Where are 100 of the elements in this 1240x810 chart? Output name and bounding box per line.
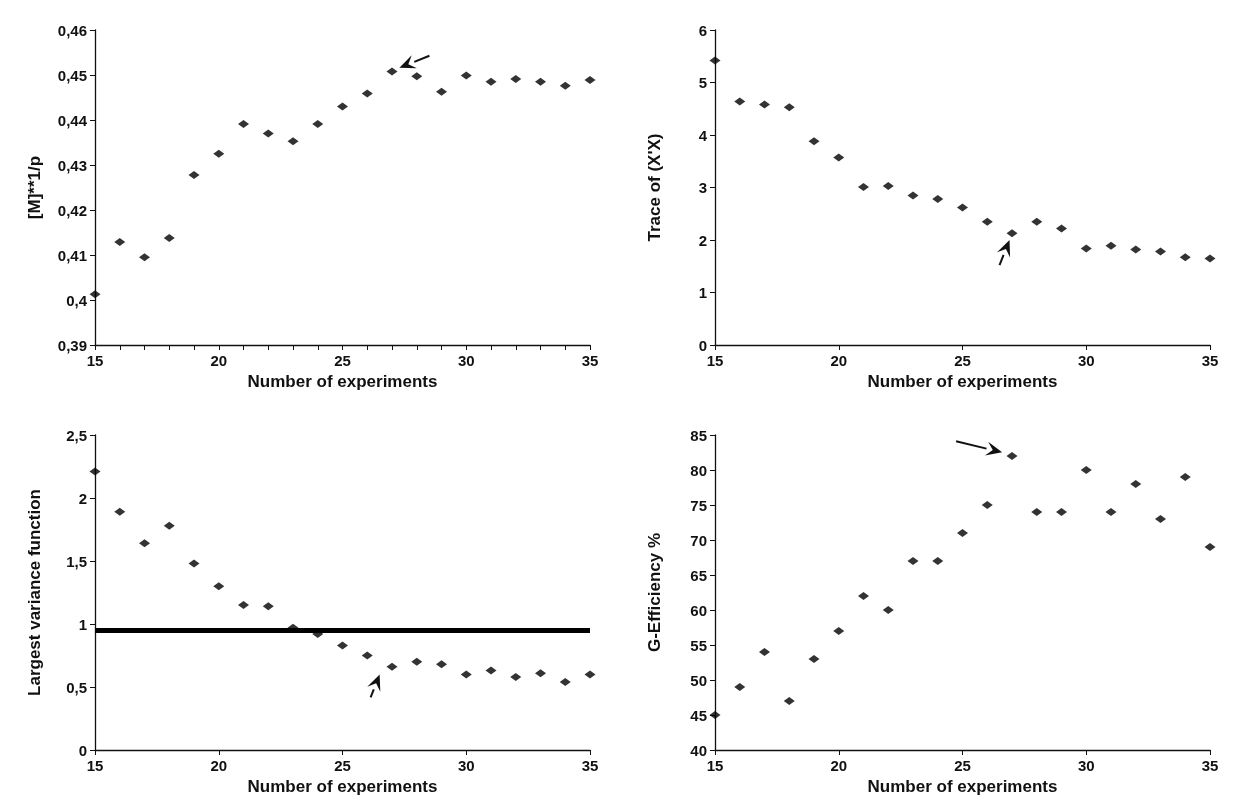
- point: [1155, 515, 1166, 523]
- y-tick-label: 1,5: [66, 552, 87, 570]
- point: [163, 233, 175, 242]
- y-tick-label: 2: [698, 231, 707, 249]
- point: [337, 641, 348, 650]
- point: [1204, 254, 1216, 263]
- y-tick-label: 0: [698, 336, 707, 354]
- y-tick-label: 2,5: [66, 426, 87, 444]
- point: [957, 203, 968, 212]
- point: [312, 120, 324, 129]
- y-tick-label: 5: [698, 74, 707, 91]
- point: [213, 149, 225, 158]
- point: [411, 657, 423, 666]
- point: [361, 651, 373, 660]
- point: [89, 290, 101, 299]
- y-axis-title: G-Efficiency %: [645, 532, 664, 653]
- x-tick-label: 15: [86, 352, 104, 369]
- y-tick-label: 0,43: [57, 156, 87, 174]
- point: [361, 89, 373, 98]
- point: [386, 67, 398, 76]
- y-tick-label: 85: [690, 426, 707, 444]
- point: [238, 120, 249, 129]
- x-tick-label: 20: [830, 757, 848, 774]
- x-tick-label: 20: [830, 352, 848, 369]
- x-tick-label: 30: [1077, 757, 1095, 774]
- x-tick-label: 25: [954, 757, 971, 774]
- y-tick-label: 75: [690, 496, 707, 514]
- point: [535, 669, 546, 678]
- y-tick-label: 80: [690, 461, 707, 479]
- x-tick-label: 25: [334, 757, 351, 774]
- y-axis-title: Trace of (X'X): [645, 133, 664, 242]
- point: [436, 87, 447, 96]
- x-tick-label: 15: [706, 757, 724, 774]
- point: [139, 253, 150, 262]
- point: [114, 237, 126, 246]
- point: [783, 103, 795, 112]
- x-tick-label: 15: [706, 352, 724, 369]
- point: [510, 75, 522, 84]
- point: [337, 102, 348, 111]
- y-tick-label: 0,42: [57, 201, 87, 219]
- y-tick-label: 0,4: [66, 291, 88, 309]
- point: [485, 77, 497, 86]
- y-tick-label: 70: [690, 531, 707, 549]
- y-tick-label: 0: [78, 741, 87, 759]
- point: [1130, 245, 1142, 254]
- y-tick-label: 6: [698, 21, 707, 39]
- x-tick-label: 25: [954, 352, 971, 369]
- x-tick-label: 15: [86, 757, 104, 774]
- point: [1179, 253, 1191, 262]
- x-tick-label: 30: [457, 757, 475, 774]
- y-tick-label: 50: [690, 671, 707, 689]
- point: [139, 539, 150, 548]
- x-tick-label: 35: [1201, 352, 1219, 369]
- x-tick-label: 35: [581, 757, 599, 774]
- y-tick-label: 55: [690, 636, 707, 654]
- point: [386, 662, 398, 671]
- point: [559, 677, 571, 686]
- y-tick-label: 60: [690, 601, 707, 619]
- point: [759, 100, 770, 109]
- point: [1080, 244, 1092, 253]
- y-tick-label: 4: [698, 126, 708, 144]
- point: [759, 648, 770, 656]
- x-tick-label: 35: [1201, 757, 1219, 774]
- y-tick-label: 0,41: [57, 246, 87, 264]
- y-tick-label: 45: [690, 706, 707, 724]
- point: [709, 56, 721, 65]
- y-tick-label: 3: [698, 179, 707, 196]
- y-tick-label: 0,39: [57, 336, 87, 354]
- point: [163, 521, 175, 530]
- point: [882, 181, 894, 190]
- point: [238, 601, 249, 610]
- y-tick-label: 65: [690, 566, 707, 584]
- point: [1056, 224, 1067, 233]
- point: [262, 129, 274, 138]
- point: [89, 467, 101, 476]
- y-tick-label: 0,45: [57, 66, 87, 84]
- point: [932, 195, 944, 204]
- point: [1031, 217, 1043, 226]
- point: [559, 81, 571, 90]
- y-axis-title: Largest variance function: [25, 489, 44, 696]
- y-tick-label: 40: [690, 741, 707, 759]
- x-tick-label: 30: [457, 352, 475, 369]
- y-tick-label: 1: [698, 284, 707, 301]
- point: [981, 217, 993, 226]
- point: [1155, 247, 1166, 256]
- x-tick-label: 30: [1077, 352, 1095, 369]
- point: [188, 170, 200, 179]
- point: [1006, 229, 1018, 238]
- point: [858, 592, 869, 600]
- x-axis-title: Number of experiments: [867, 776, 1058, 796]
- point: [535, 77, 546, 86]
- point: [734, 97, 746, 106]
- point: [213, 582, 225, 591]
- point: [460, 670, 472, 679]
- x-tick-label: 35: [581, 352, 599, 369]
- point: [510, 672, 522, 681]
- x-tick-label: 20: [210, 352, 228, 369]
- x-axis-title: Number of experiments: [247, 776, 438, 796]
- x-axis-title: Number of experiments: [867, 371, 1058, 391]
- y-tick-label: 2: [78, 489, 87, 507]
